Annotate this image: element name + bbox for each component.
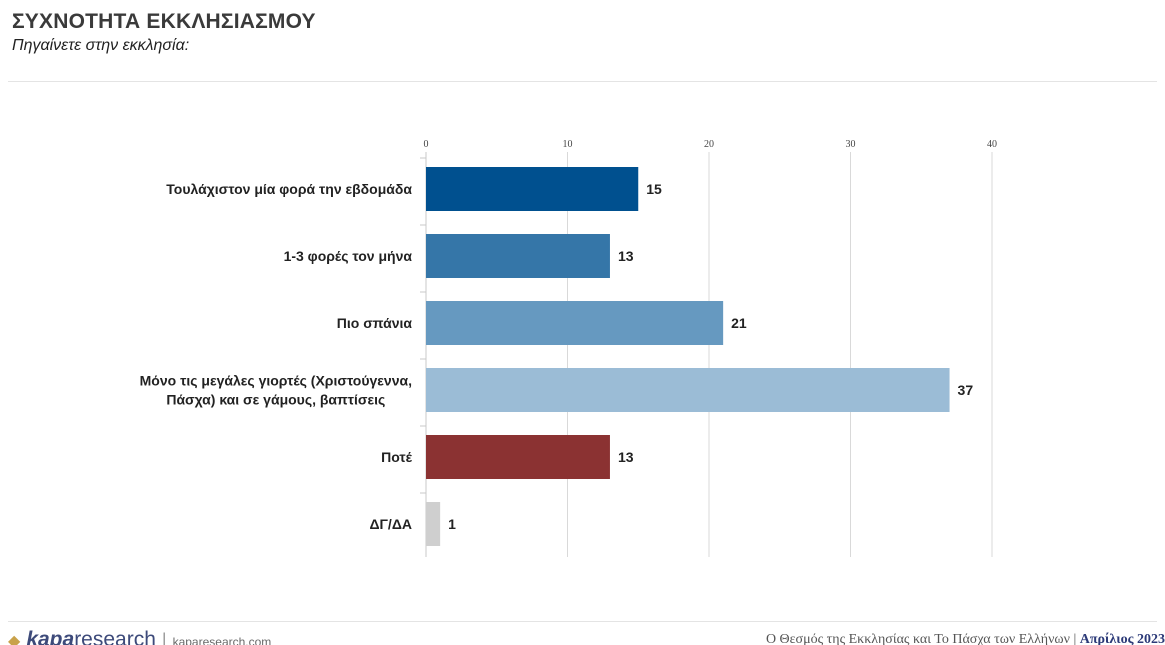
category-label: Πιο σπάνια	[337, 315, 413, 331]
data-label: 13	[618, 248, 634, 264]
x-tick-label: 20	[704, 139, 714, 150]
brand-logo: ◆ kapa research | kaparesearch.com	[8, 628, 271, 645]
x-tick-label: 10	[563, 139, 573, 150]
report-title: Ο Θεσμός της Εκκλησίας και Το Πάσχα των …	[765, 632, 1077, 645]
footer-divider	[8, 621, 1157, 622]
data-label: 37	[958, 382, 974, 398]
logo-mark-icon: ◆	[8, 633, 21, 645]
page-subtitle: Πηγαίνετε στην εκκλησία:	[12, 37, 190, 54]
category-label: Τουλάχιστον μία φορά την εβδομάδα	[166, 181, 412, 197]
footer-report-info: Ο Θεσμός της Εκκλησίας και Το Πάσχα των …	[766, 632, 1165, 645]
bar	[426, 234, 610, 278]
bar	[426, 435, 610, 479]
logo-separator: |	[161, 630, 167, 645]
header-divider	[8, 81, 1157, 82]
data-label: 1	[448, 516, 456, 532]
category-label: 1-3 φορές τον μήνα	[284, 248, 413, 264]
bar	[426, 301, 724, 345]
page-title: ΣΥΧΝΟΤΗΤΑ ΕΚΚΛΗΣΙΑΣΜΟΥ	[12, 10, 316, 33]
bar	[426, 368, 950, 412]
report-date: Απρίλιος 2023	[1079, 632, 1165, 645]
brand-url: kaparesearch.com	[172, 635, 272, 645]
bar-chart: 0 10 20 30 40 15 Τουλάχιστον μία φορά την εβδο…	[140, 139, 997, 557]
data-label: 13	[618, 449, 634, 465]
data-label: 15	[646, 181, 662, 197]
bar	[426, 167, 639, 211]
category-label: Ποτέ	[381, 449, 413, 465]
data-label: 21	[731, 315, 747, 331]
x-tick-label: 30	[846, 139, 856, 150]
x-tick-label: 40	[987, 139, 997, 150]
x-tick-label: 0	[424, 139, 429, 150]
logo-text-bold: kapa	[26, 628, 75, 645]
footer: ◆ kapa research | kaparesearch.com Ο Θεσ…	[0, 628, 1165, 645]
category-label: ΔΓ/ΔΑ	[369, 516, 412, 532]
header: ΣΥΧΝΟΤΗΤΑ ΕΚΚΛΗΣΙΑΣΜΟΥ Πηγαίνετε στην εκ…	[12, 10, 316, 55]
logo-text-light: research	[74, 628, 156, 645]
category-label: Μόνο τις μεγάλες γιορτές (Χριστούγεννα, Π…	[140, 373, 412, 408]
bar	[426, 502, 441, 546]
